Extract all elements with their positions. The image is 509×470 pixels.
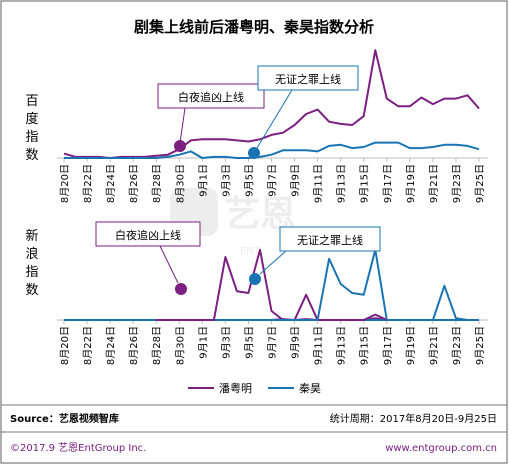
annotation-marker xyxy=(248,147,260,159)
annotation-text: 无证之罪上线 xyxy=(275,72,341,86)
legend-label-pan: 潘粤明 xyxy=(219,381,252,395)
panel-sina: 新浪指数 8月20日 8月22日 8月24日 8月26日 8月28日 8月30日 9月1日 9… xyxy=(25,228,488,365)
x-tick-label: 8月26日 xyxy=(128,164,140,203)
x-tick-label: 9月15日 xyxy=(359,326,371,365)
x-tick-label: 9月11日 xyxy=(313,164,325,203)
x-tick-label: 9月17日 xyxy=(382,326,394,365)
x-tick-label: 9月9日 xyxy=(290,326,302,359)
x-ticks-sina: 8月20日 8月22日 8月24日 8月26日 8月28日 8月30日 9月1日 9月3日 9月… xyxy=(59,320,486,365)
x-tick-label: 9月5日 xyxy=(243,326,255,359)
x-tick-label: 8月26日 xyxy=(128,326,140,365)
annotation-leader xyxy=(256,89,293,149)
copyright-text: ©2017.9 艺恩EntGroup Inc. xyxy=(10,442,146,454)
annotation-marker xyxy=(175,283,187,295)
x-tick-label: 8月22日 xyxy=(82,164,94,203)
x-tick-label: 9月3日 xyxy=(220,326,232,359)
x-tick-label: 9月9日 xyxy=(290,164,302,197)
x-tick-label: 9月19日 xyxy=(405,326,417,365)
x-tick-label: 9月15日 xyxy=(359,164,371,203)
x-tick-label: 9月23日 xyxy=(451,164,463,203)
watermark-subtext: ENT xyxy=(240,246,261,257)
x-tick-label: 9月3日 xyxy=(220,164,232,197)
series-lines-sina xyxy=(64,248,479,321)
annotation-leader xyxy=(259,250,287,275)
annotation-marker xyxy=(174,140,186,152)
annotation-marker xyxy=(249,273,261,285)
x-tick-label: 8月20日 xyxy=(59,326,71,365)
x-tick-label: 8月28日 xyxy=(151,326,163,365)
panel-baidu: 百度指数 8月20日 8月22日 8月24日 8月26日 8月28日 8月30日 9月1日 9… xyxy=(25,49,488,203)
x-tick-label: 9月25日 xyxy=(474,326,486,365)
source-text: Source：艺恩视频智库 xyxy=(10,412,119,425)
x-ticks-baidu: 8月20日 8月22日 8月24日 8月26日 8月28日 8月30日 9月1日 9月3日 9月… xyxy=(59,158,486,203)
x-tick-label: 8月20日 xyxy=(59,164,71,203)
annotation-text: 白夜追凶上线 xyxy=(115,228,181,242)
x-tick-label: 8月22日 xyxy=(82,326,94,365)
annotation-box xyxy=(157,83,265,109)
x-tick-label: 8月24日 xyxy=(105,164,117,203)
annotation-box xyxy=(279,226,381,252)
ylabel-baidu: 百度指数 xyxy=(25,94,38,163)
period-text: 统计周期：2017年8月20日-9月25日 xyxy=(330,412,497,425)
x-tick-label: 9月13日 xyxy=(336,164,348,203)
x-tick-label: 8月28日 xyxy=(151,164,163,203)
x-tick-label: 8月30日 xyxy=(174,326,186,365)
x-tick-label: 9月11日 xyxy=(313,326,325,365)
x-tick-label: 9月19日 xyxy=(405,164,417,203)
x-tick-label: 9月25日 xyxy=(474,164,486,203)
legend-label-qin: 秦昊 xyxy=(299,381,321,395)
annotation-qin-baidu: 无证之罪上线 xyxy=(248,65,359,159)
x-tick-label: 9月1日 xyxy=(197,164,209,197)
series-line-pan xyxy=(63,49,480,159)
x-tick-label: 9月21日 xyxy=(428,164,440,203)
annotation-text: 无证之罪上线 xyxy=(297,233,363,247)
chart-title: 剧集上线前后潘粤明、秦昊指数分析 xyxy=(134,18,374,36)
annotation-pan-sina: 白夜追凶上线 xyxy=(95,221,201,295)
x-tick-label: 9月21日 xyxy=(428,326,440,365)
website-link[interactable]: www.entgroup.com.cn xyxy=(385,443,497,454)
x-tick-label: 9月7日 xyxy=(267,326,279,359)
x-tick-label: 9月5日 xyxy=(243,164,255,197)
series-lines-baidu xyxy=(63,49,480,159)
annotation-pan-baidu: 白夜追凶上线 xyxy=(157,83,265,152)
x-tick-label: 9月23日 xyxy=(451,326,463,365)
ylabel-sina: 新浪指数 xyxy=(25,228,38,298)
series-line-qin xyxy=(64,141,480,159)
x-tick-label: 8月24日 xyxy=(105,326,117,365)
annotation-box xyxy=(95,221,201,247)
x-tick-label: 9月1日 xyxy=(197,326,209,359)
annotation-box xyxy=(257,65,359,91)
x-tick-label: 9月7日 xyxy=(267,164,279,197)
annotation-leader xyxy=(179,107,186,144)
x-tick-label: 9月17日 xyxy=(382,164,394,203)
annotation-leader xyxy=(159,245,179,284)
legend: 潘粤明 秦昊 xyxy=(188,381,321,395)
series-spike-pan xyxy=(156,248,399,321)
x-tick-label: 8月30日 xyxy=(174,164,186,203)
annotation-qin-sina: 无证之罪上线 xyxy=(249,226,381,285)
series-spike-qin xyxy=(248,248,479,321)
x-tick-label: 9月13日 xyxy=(336,326,348,365)
annotation-text: 白夜追凶上线 xyxy=(178,90,244,104)
